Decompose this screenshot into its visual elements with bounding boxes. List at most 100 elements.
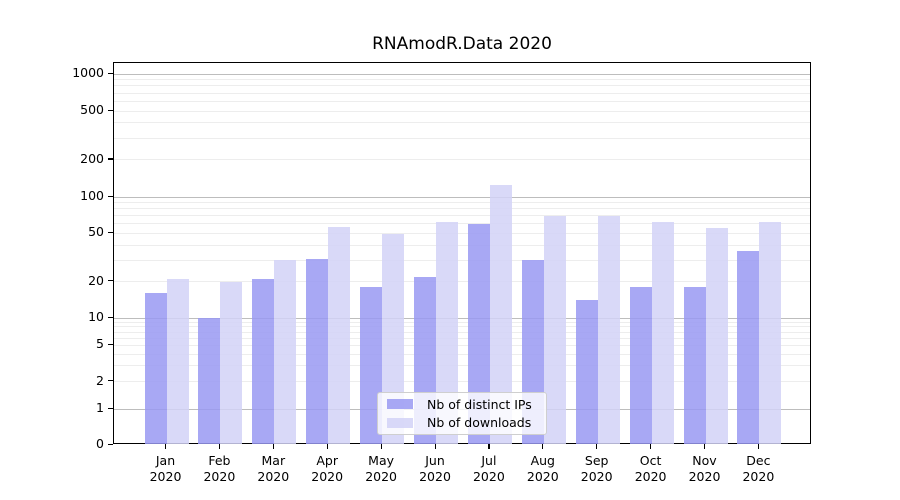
y-tick-mark-5 [108,343,113,346]
x-tick-mark-dec [757,444,760,449]
bar-distinct-ips [144,293,167,444]
x-tick-label-year-jul: 2020 [472,469,505,484]
gridline-minor-800 [114,85,810,87]
legend-item-distinct-ips: Nb of distinct IPs [378,397,546,412]
gridline-major-100 [114,196,810,198]
gridline-minor-50 [114,232,810,234]
x-tick-mark-mar [272,444,274,449]
gridline-minor-3 [114,365,810,367]
x-tick-label-year-aug: 2020 [526,469,559,484]
gridline-minor-30 [114,259,810,261]
gridline-minor-700 [114,92,810,94]
y-tick-mark-10 [108,316,113,318]
y-tick-mark-50 [108,231,113,234]
y-tick-label-10: 10 [88,309,104,324]
bar-downloads [220,281,243,444]
y-tick-label-100: 100 [80,188,104,203]
x-tick-mark-apr [326,444,328,449]
bar-downloads [436,222,458,444]
y-tick-mark-200 [108,158,113,160]
x-tick-label-year-may: 2020 [365,469,397,484]
gridline-minor-200 [114,159,810,161]
x-tick-mark-oct [650,444,652,449]
y-tick-label-500: 500 [80,102,104,118]
x-tick-mark-jan [165,444,167,449]
y-tick-mark-100 [108,195,113,197]
x-tick-label-year-apr: 2020 [311,469,344,484]
bar-distinct-ips [467,223,490,444]
gridline-minor-9 [114,321,810,323]
gridline-minor-70 [114,215,810,217]
bar-downloads [759,222,782,444]
gridline-minor-400 [114,122,810,124]
x-tick-mark-feb [218,444,221,449]
y-tick-mark-500 [108,109,113,111]
x-tick-label-year-dec: 2020 [742,469,775,484]
bar-downloads [382,234,405,444]
y-tick-mark-1 [108,407,113,409]
plot-area [113,62,811,444]
gridline-minor-20 [114,281,810,283]
x-tick-mark-jun [434,444,436,449]
legend-label-distinct-ips: Nb of distinct IPs [427,396,532,412]
legend-item-downloads: Nb of downloads [378,415,546,430]
bar-downloads [489,184,512,444]
x-tick-label-month-may: May [368,453,395,468]
y-tick-mark-20 [108,280,113,282]
gridline-minor-90 [114,202,810,204]
x-tick-label-month-apr: Apr [316,453,338,468]
gridline-major-10 [114,317,810,319]
gridline-minor-80 [114,208,810,210]
gridline-minor-2 [114,381,810,383]
bar-downloads [543,215,566,444]
y-tick-label-20: 20 [88,272,104,288]
bar-downloads [166,279,189,444]
y-tick-mark-1000 [108,72,113,74]
bar-distinct-ips [575,300,598,444]
x-tick-mark-may [380,444,382,449]
y-tick-mark-0 [108,443,113,445]
x-tick-label-month-sep: Sep [584,453,609,468]
x-tick-label-month-jul: Jul [481,453,497,468]
bar-distinct-ips [360,287,383,444]
chart-title: RNAmodR.Data 2020 [372,34,552,54]
bar-distinct-ips [252,279,275,444]
bar-distinct-ips [737,250,760,444]
x-tick-mark-jul [488,444,490,449]
bar-downloads [705,228,728,444]
gridline-minor-5 [114,344,810,346]
bar-distinct-ips [198,318,221,444]
x-tick-label-year-oct: 2020 [634,469,667,484]
bar-downloads [328,226,351,444]
x-tick-label-month-oct: Oct [639,453,662,468]
bar-distinct-ips [683,287,706,444]
x-tick-label-year-mar: 2020 [257,469,290,484]
gridline-minor-6 [114,337,810,339]
x-tick-label-month-nov: Nov [692,453,717,468]
bar-distinct-ips [306,258,329,444]
x-tick-label-month-jun: Jun [425,453,445,468]
gridline-minor-500 [114,110,810,112]
x-tick-label-year-sep: 2020 [580,469,613,484]
y-tick-label-0: 0 [96,436,104,451]
y-tick-label-1000: 1000 [72,65,104,80]
x-tick-label-year-nov: 2020 [688,469,721,484]
y-tick-label-50: 50 [88,224,104,240]
gridline-major-1000 [114,73,810,75]
bar-downloads [651,222,674,444]
x-tick-label-month-jan: Jan [155,453,176,468]
legend-swatch-distinct-ips [387,399,413,410]
x-tick-label-month-dec: Dec [746,453,771,468]
x-tick-label-year-feb: 2020 [203,469,236,484]
bar-downloads [274,260,297,444]
x-tick-mark-sep [596,444,598,449]
y-tick-label-1: 1 [96,400,104,415]
legend-swatch-downloads [387,417,413,428]
legend: Nb of distinct IPs Nb of downloads [377,392,547,435]
x-tick-label-year-jan: 2020 [149,469,182,484]
x-tick-label-month-feb: Feb [208,453,231,468]
x-tick-mark-nov [704,444,706,449]
legend-label-downloads: Nb of downloads [427,415,532,431]
y-tick-label-5: 5 [96,336,104,352]
